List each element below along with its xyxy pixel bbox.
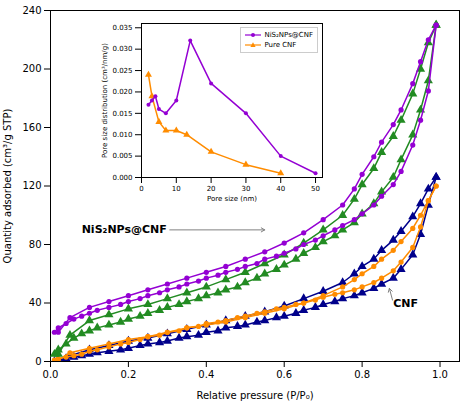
svg-text:40: 40 xyxy=(276,185,285,193)
svg-text:30: 30 xyxy=(241,185,250,193)
svg-text:0.4: 0.4 xyxy=(198,369,214,380)
svg-text:0.025: 0.025 xyxy=(112,67,132,75)
svg-text:NiS₂NPs@CNF: NiS₂NPs@CNF xyxy=(82,223,167,236)
svg-text:40: 40 xyxy=(29,297,42,308)
svg-text:CNF: CNF xyxy=(393,297,418,310)
svg-text:1.0: 1.0 xyxy=(432,369,448,380)
svg-text:0.030: 0.030 xyxy=(112,45,132,53)
svg-text:50: 50 xyxy=(311,185,320,193)
html-text:Pure CNF: Pure CNF xyxy=(264,41,297,49)
html-text:NiS₂NPs@CNF: NiS₂NPs@CNF xyxy=(264,31,313,39)
svg-text:Pore size (nm): Pore size (nm) xyxy=(207,195,257,203)
svg-text:Relative pressure (P/P₀): Relative pressure (P/P₀) xyxy=(196,390,313,401)
svg-text:200: 200 xyxy=(22,63,41,74)
svg-text:0.015: 0.015 xyxy=(112,110,132,118)
svg-text:0.2: 0.2 xyxy=(120,369,136,380)
svg-text:0.005: 0.005 xyxy=(112,152,132,160)
svg-text:Pore size distribution (cm³/nm: Pore size distribution (cm³/nm/g) xyxy=(101,43,109,158)
svg-text:0.0: 0.0 xyxy=(43,369,59,380)
svg-text:0.000: 0.000 xyxy=(112,174,132,182)
svg-text:80: 80 xyxy=(29,239,42,250)
svg-text:0.035: 0.035 xyxy=(112,24,132,32)
svg-text:0.020: 0.020 xyxy=(112,88,132,96)
svg-text:Quantity adsorbed (cm³/g STP): Quantity adsorbed (cm³/g STP) xyxy=(2,109,13,264)
svg-text:0.8: 0.8 xyxy=(354,369,370,380)
svg-text:10: 10 xyxy=(172,185,181,193)
svg-text:20: 20 xyxy=(207,185,216,193)
svg-text:0: 0 xyxy=(35,356,41,367)
svg-text:0.6: 0.6 xyxy=(276,369,292,380)
svg-text:0.010: 0.010 xyxy=(112,131,132,139)
svg-text:240: 240 xyxy=(22,5,41,16)
svg-text:120: 120 xyxy=(22,180,41,191)
svg-text:0: 0 xyxy=(139,185,143,193)
svg-text:160: 160 xyxy=(22,122,41,133)
